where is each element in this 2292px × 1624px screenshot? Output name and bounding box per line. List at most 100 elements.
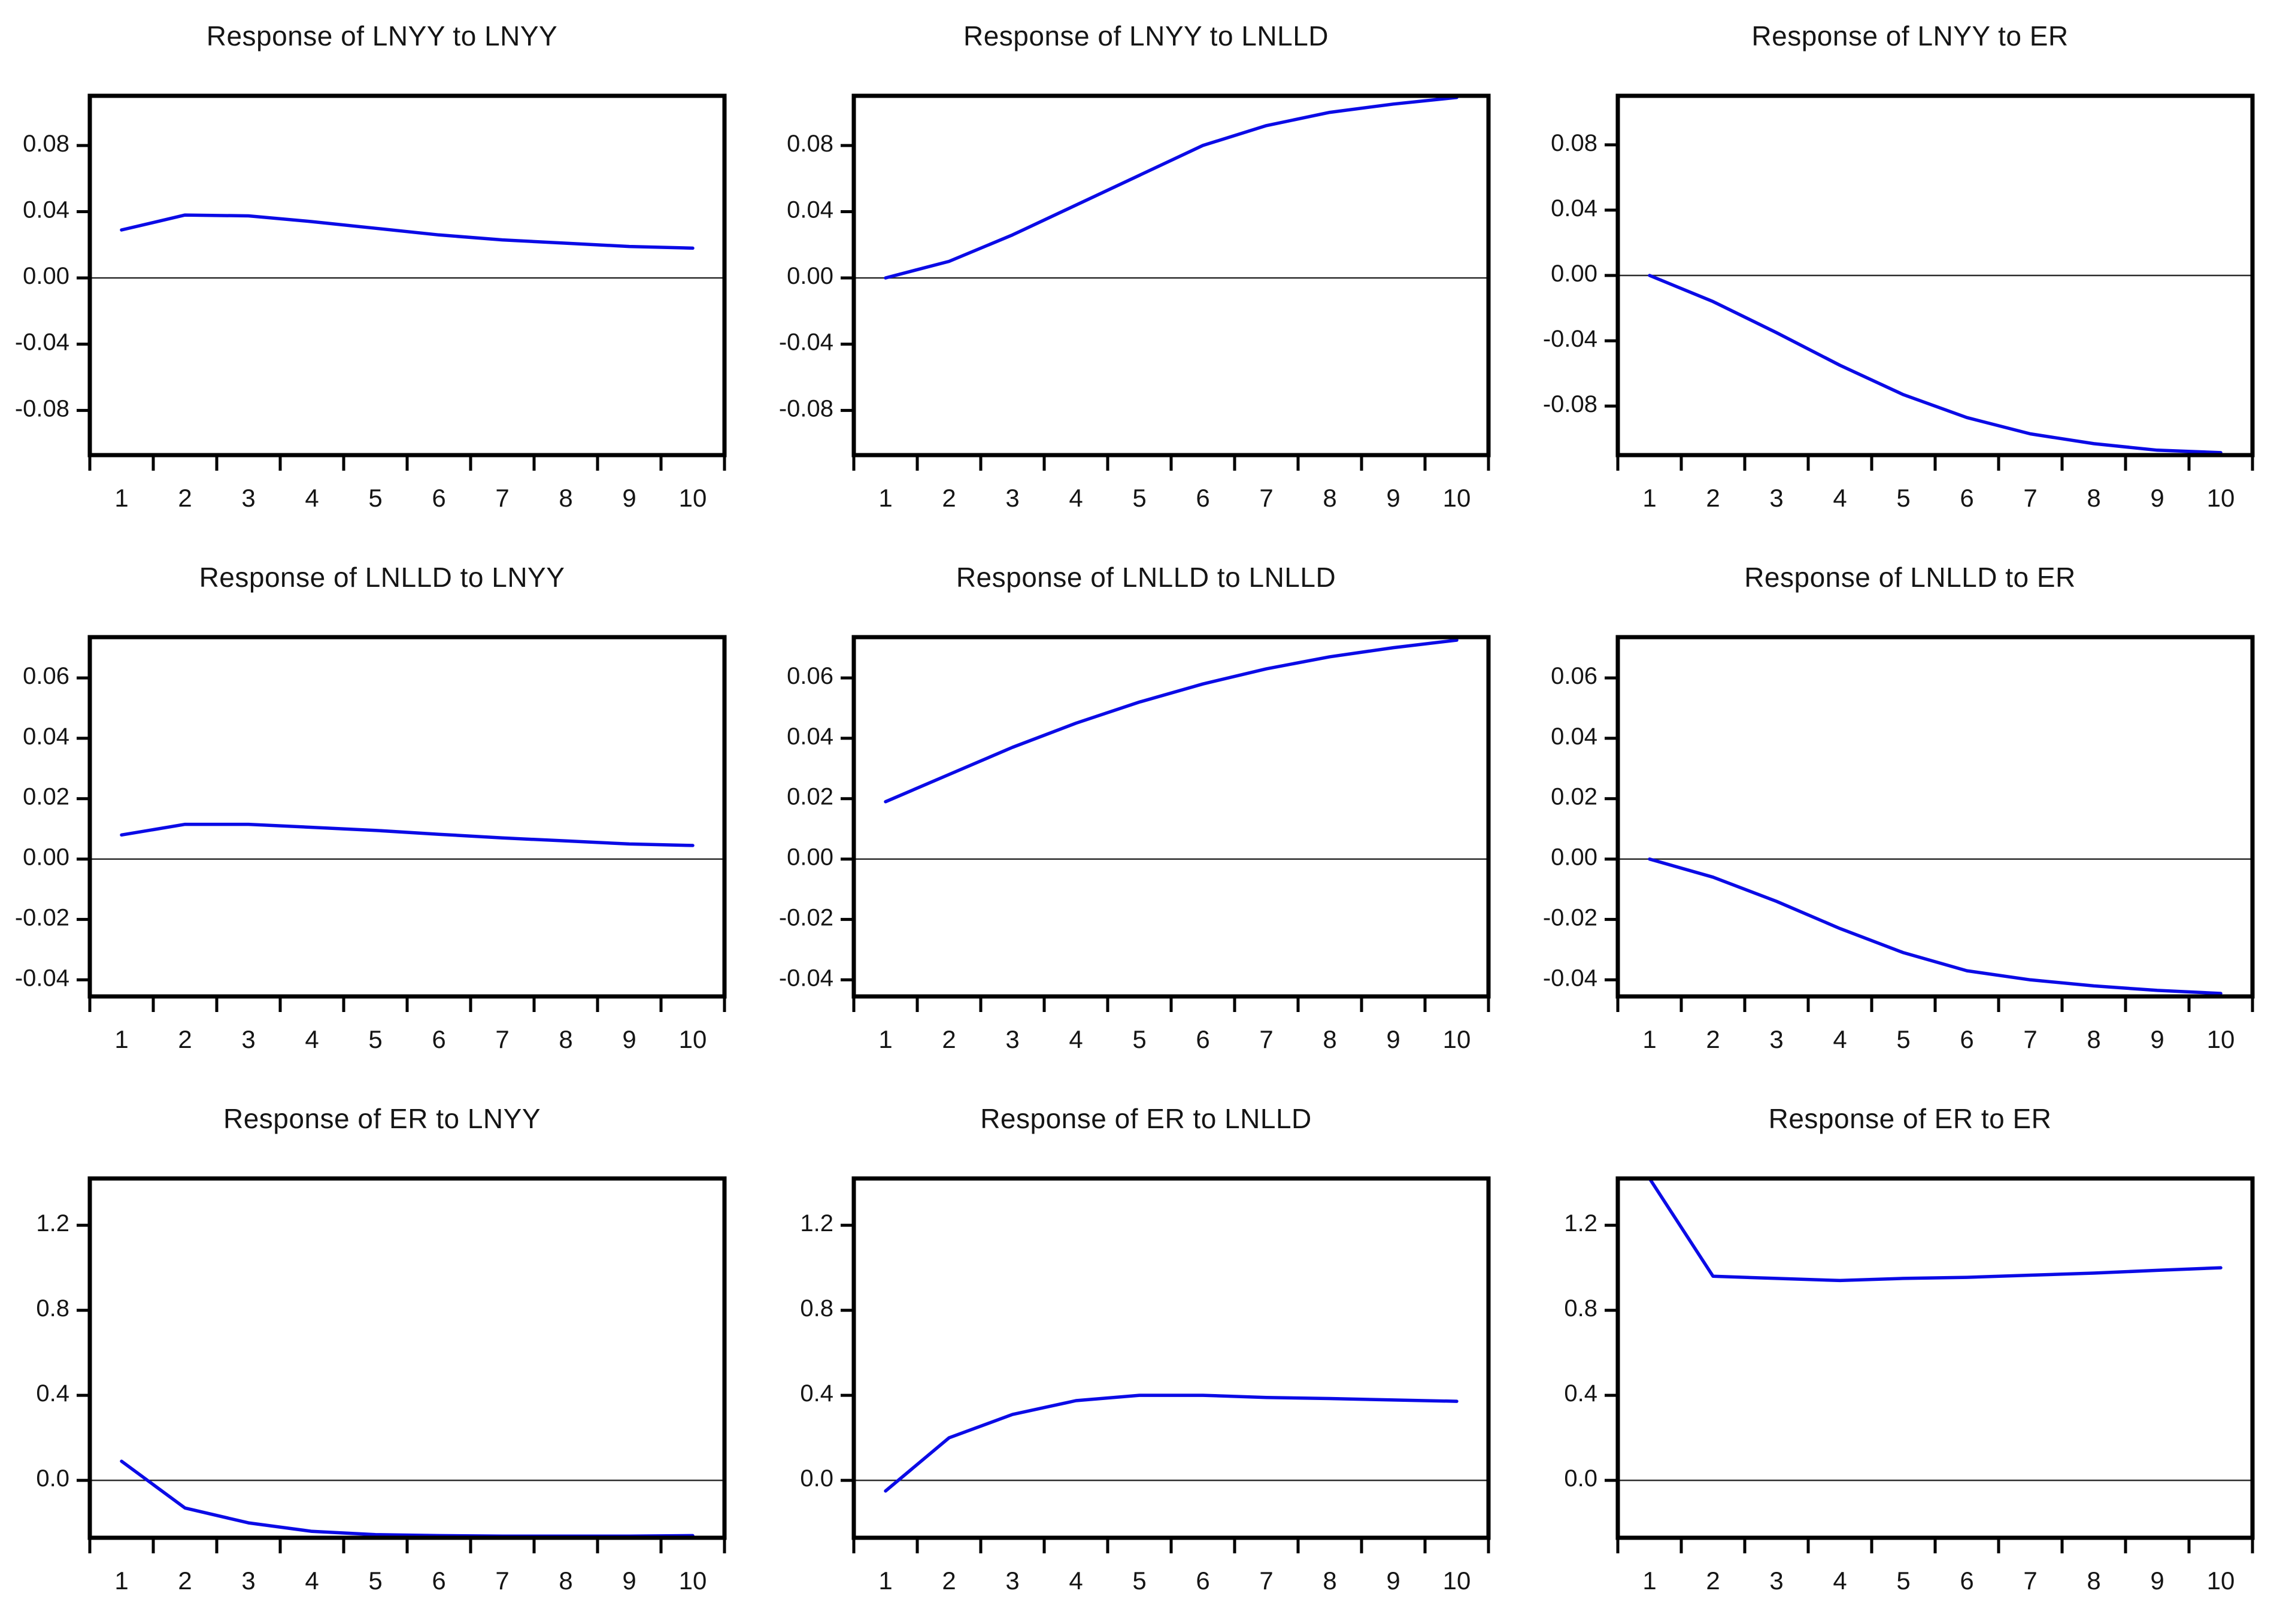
x-tick-label: 6 [1196, 484, 1209, 512]
line-chart: 0.08 0.04 0.00 -0.04 -0.08 1 2 3 4 5 6 7 8 9 10 [779, 93, 1491, 512]
irf-panel-lnlld-to-lnlld: Response of LNLLD to LNLLD 0.06 0.04 0.02 0… [764, 541, 1528, 1083]
x-tick-label: 9 [2150, 484, 2164, 512]
y-tick-label: 0.06 [1551, 663, 1597, 689]
x-tick-label: 10 [2207, 1025, 2235, 1053]
y-tick-label: -0.04 [779, 329, 833, 356]
x-tick-label: 6 [432, 484, 445, 512]
x-tick-label: 10 [679, 484, 707, 512]
x-tick-label: 8 [2087, 484, 2100, 512]
x-tick-label: 2 [178, 484, 192, 512]
x-tick-label: 8 [1323, 1567, 1336, 1595]
x-tick-label: 2 [1706, 484, 1720, 512]
irf-series-line [1648, 1177, 2223, 1283]
line-chart: 1.2 0.8 0.4 0.0 1 2 3 4 5 6 7 8 9 10 [36, 1176, 727, 1595]
y-tick-label: 0.00 [1551, 844, 1597, 871]
x-tick-label: 5 [1132, 1025, 1146, 1053]
x-tick-label: 1 [1642, 1025, 1656, 1053]
irf-series-line [884, 1393, 1459, 1493]
x-tick-label: 4 [305, 484, 319, 512]
x-tick-label: 6 [1196, 1567, 1209, 1595]
x-tick-label: 10 [2207, 484, 2235, 512]
chart-title: Response of LNYY to ER [1751, 20, 2069, 51]
x-tick-label: 1 [878, 1567, 892, 1595]
line-chart: 0.06 0.04 0.02 0.00 -0.02 -0.04 1 2 3 4 5 6 7 8 9 10 [1543, 635, 2255, 1053]
irf-panel-lnyy-to-er: Response of LNYY to ER 0.08 0.04 0.00 -0.04… [1528, 0, 2292, 541]
y-tick-label: -0.08 [1543, 391, 1597, 417]
x-tick-label: 4 [1069, 1567, 1083, 1595]
plot-frame [1615, 635, 2255, 999]
irf-series-line [884, 96, 1459, 280]
chart-title: Response of ER to ER [1768, 1103, 2052, 1134]
y-tick-label: 0.04 [23, 197, 69, 223]
y-tick-label: 1.2 [36, 1210, 69, 1237]
x-tick-label: 10 [679, 1025, 707, 1053]
chart-title: Response of ER to LNLLD [980, 1103, 1312, 1134]
x-tick-label: 5 [1896, 484, 1910, 512]
irf-panel-er-to-lnyy: Response of ER to LNYY 1.2 0.8 0.4 0.0 1 2 3 4 5… [0, 1083, 764, 1624]
x-tick-label: 5 [368, 1567, 382, 1595]
x-tick-label: 4 [1069, 1025, 1083, 1053]
x-tick-label: 4 [1833, 1025, 1847, 1053]
y-tick-label: 0.8 [1564, 1295, 1597, 1322]
x-tick-label: 1 [1642, 484, 1656, 512]
y-tick-label: -0.02 [15, 904, 69, 931]
x-tick-label: 5 [1896, 1025, 1910, 1053]
x-tick-label: 9 [2150, 1567, 2164, 1595]
x-tick-label: 7 [495, 1567, 509, 1595]
y-tick-label: 1.2 [800, 1210, 833, 1237]
x-tick-label: 7 [2023, 1025, 2037, 1053]
irf-panel-lnyy-to-lnlld: Response of LNYY to LNLLD 0.08 0.04 0.00 -0… [764, 0, 1528, 541]
irf-panel-er-to-lnlld: Response of ER to LNLLD 1.2 0.8 0.4 0.0 1 2 3 4… [764, 1083, 1528, 1624]
x-tick-label: 8 [559, 1567, 572, 1595]
y-tick-label: 0.8 [36, 1295, 69, 1322]
x-tick-label: 1 [114, 1567, 128, 1595]
x-tick-label: 3 [1769, 1567, 1783, 1595]
y-tick-label: 0.06 [787, 663, 833, 689]
x-tick-label: 3 [1005, 1025, 1019, 1053]
y-tick-label: 0.04 [1551, 195, 1597, 222]
x-tick-label: 7 [2023, 1567, 2037, 1595]
x-tick-label: 8 [2087, 1567, 2100, 1595]
x-tick-label: 8 [559, 484, 572, 512]
x-tick-label: 8 [1323, 484, 1336, 512]
x-tick-label: 9 [1386, 484, 1400, 512]
y-tick-label: 1.2 [1564, 1210, 1597, 1237]
x-tick-label: 5 [368, 484, 382, 512]
irf-series-line [120, 822, 695, 847]
irf-series-line [120, 1459, 695, 1538]
y-tick-label: 0.00 [787, 263, 833, 289]
y-tick-label: -0.04 [1543, 965, 1597, 991]
y-tick-label: 0.00 [787, 844, 833, 871]
x-tick-label: 5 [1896, 1567, 1910, 1595]
plot-frame [1615, 93, 2255, 457]
y-tick-label: -0.08 [779, 395, 833, 422]
y-tick-label: -0.04 [779, 965, 833, 991]
plot-frame [1615, 1176, 2255, 1540]
plot-frame [851, 635, 1491, 999]
x-tick-label: 8 [559, 1025, 572, 1053]
y-tick-label: 0.00 [23, 263, 69, 289]
x-tick-label: 2 [1706, 1567, 1720, 1595]
y-tick-label: 0.02 [787, 784, 833, 810]
plot-frame [851, 1176, 1491, 1540]
x-tick-label: 1 [114, 1025, 128, 1053]
line-chart: 0.06 0.04 0.02 0.00 -0.02 -0.04 1 2 3 4 5 6 7 8 9 10 [15, 635, 727, 1053]
y-tick-label: 0.04 [1551, 723, 1597, 750]
y-tick-label: -0.02 [1543, 904, 1597, 931]
chart-title: Response of LNLLD to LNYY [199, 562, 565, 593]
x-tick-label: 2 [178, 1567, 192, 1595]
x-tick-label: 10 [1443, 1025, 1471, 1053]
y-tick-label: 0.04 [787, 723, 833, 750]
x-tick-label: 6 [1196, 1025, 1209, 1053]
x-tick-label: 2 [178, 1025, 192, 1053]
x-tick-label: 7 [1259, 1567, 1273, 1595]
x-tick-label: 3 [241, 484, 255, 512]
y-tick-label: -0.02 [779, 904, 833, 931]
y-tick-label: -0.04 [15, 965, 69, 991]
x-tick-label: 8 [1323, 1025, 1336, 1053]
irf-panel-lnlld-to-lnyy: Response of LNLLD to LNYY 0.06 0.04 0.02 0.… [0, 541, 764, 1083]
x-tick-label: 10 [1443, 1567, 1471, 1595]
x-tick-label: 5 [1132, 1567, 1146, 1595]
y-tick-label: 0.0 [1564, 1465, 1597, 1492]
